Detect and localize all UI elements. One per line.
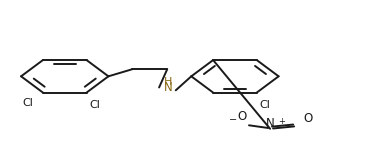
Text: Cl: Cl (23, 98, 33, 108)
Text: N: N (164, 81, 173, 94)
Text: O: O (303, 112, 313, 125)
Text: +: + (278, 117, 285, 126)
Text: O: O (238, 110, 247, 123)
Text: N: N (266, 117, 275, 130)
Text: H: H (164, 77, 172, 87)
Text: −: − (229, 115, 237, 125)
Text: Cl: Cl (90, 100, 100, 110)
Text: Cl: Cl (260, 100, 270, 110)
